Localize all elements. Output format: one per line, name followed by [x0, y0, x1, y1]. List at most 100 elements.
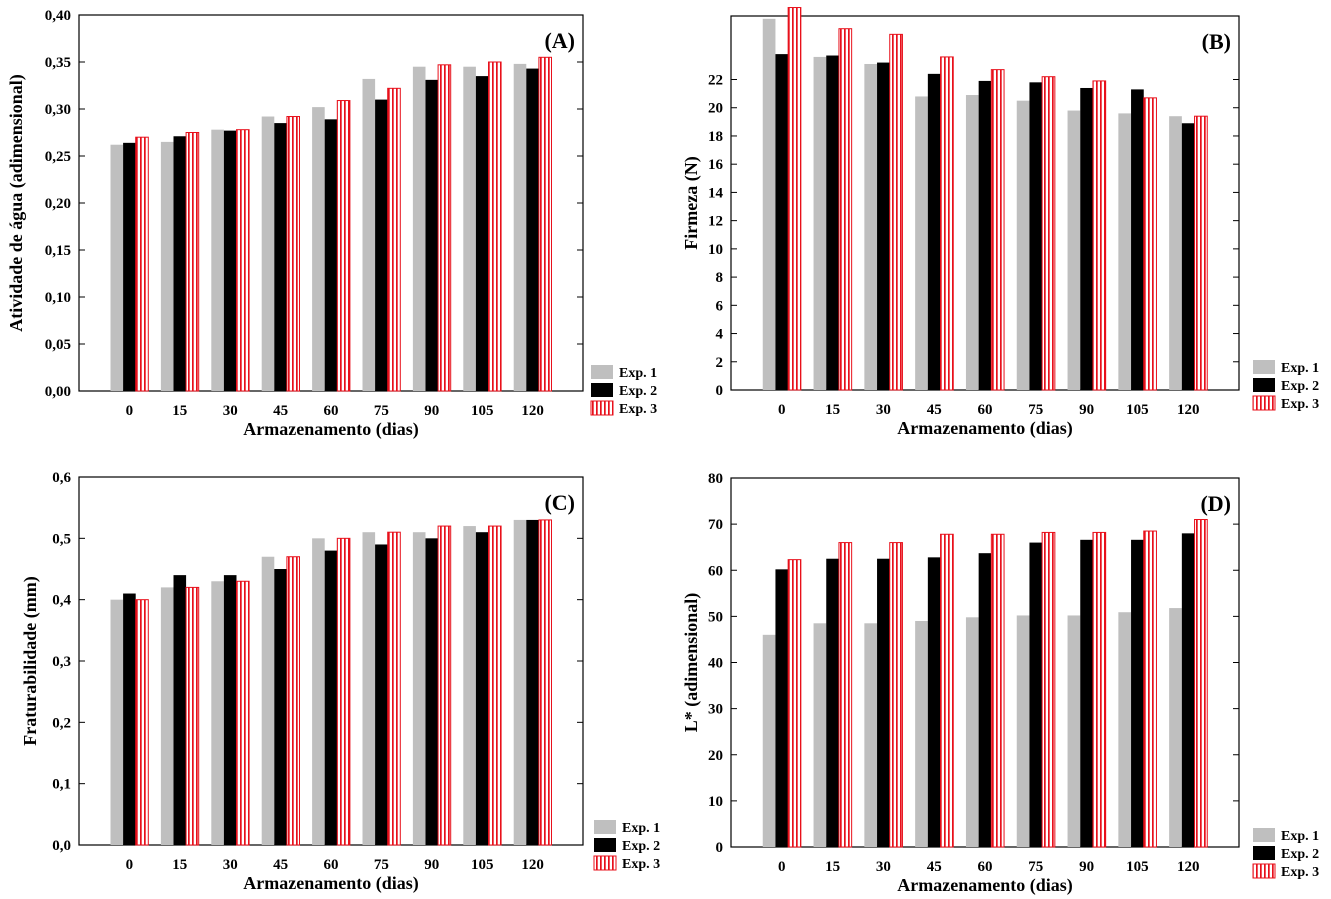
bar-exp3-day-15: [185, 586, 200, 846]
x-tick-label: 120: [1177, 402, 1200, 418]
bar-exp3-day-90: [437, 64, 452, 392]
bar-exp2-day-0: [775, 569, 789, 847]
y-tick-label: 50: [708, 609, 723, 625]
x-axis-label: Armazenamento (dias): [243, 419, 418, 440]
bar-exp3-day-0: [135, 599, 149, 846]
bar-exp2-day-105: [1131, 89, 1144, 390]
bar-exp1-day-45: [915, 620, 928, 847]
legend: Exp. 1 Exp. 2 Exp. 3: [593, 820, 660, 872]
panel-a: 0,00 0,05 0,10 0,15 0,20 0,25 0,30 0,35 0,40 0 15 3…: [6, 8, 657, 440]
panel-c: 0,0 0,1 0,2 0,3 0,4 0,5 0,6 0 15 30 45 60 75 90 105 120…: [20, 470, 660, 894]
bar-exp2-day-15: [173, 575, 187, 845]
legend-label-exp2: Exp. 2: [622, 839, 660, 854]
bar-exp2-day-120: [526, 519, 539, 845]
bar-exp2-day-105: [475, 76, 489, 391]
x-tick-label: 60: [978, 859, 993, 875]
y-tick-label: 14: [708, 185, 724, 201]
legend-label-exp3: Exp. 3: [619, 402, 657, 417]
bar-exp2-day-15: [826, 558, 839, 847]
bar-exp3-day-0: [787, 559, 802, 848]
x-tick-label: 90: [424, 857, 439, 873]
x-tick-label: 30: [223, 857, 238, 873]
bar-exp3-day-75: [1041, 76, 1056, 391]
bar-exp1-day-75: [1016, 100, 1030, 391]
bar-exp1-day-30: [211, 129, 224, 391]
bar-exp2-day-90: [425, 79, 439, 392]
panel-d: 0 10 20 30 40 50 60 70 80 0 15 30 45 60 75 90 105 120 Arma…: [681, 471, 1319, 896]
bar-exp2-day-60: [978, 553, 992, 847]
y-tick-label: 0,2: [52, 715, 71, 731]
panel-label: (D): [1200, 491, 1231, 516]
bar-exp3-day-15: [185, 132, 200, 392]
legend-swatch-exp1: [1253, 360, 1275, 374]
chart-panels: 0,000,050,100,150,200,250,300,350,400 15 3…: [6, 7, 1319, 896]
bar-exp3-day-120: [538, 56, 553, 392]
bar-exp1-day-60: [965, 95, 979, 390]
legend-swatch-exp2: [1253, 846, 1275, 860]
y-tick-label: 0,6: [52, 470, 71, 486]
bar-exp1-day-120: [1169, 608, 1182, 847]
bar-exp3-day-105: [488, 61, 502, 392]
bar-exp1-day-30: [211, 581, 224, 845]
x-tick-label: 90: [1079, 402, 1094, 418]
bar-exp1-day-0: [110, 144, 124, 391]
bar-exp3-day-45: [286, 116, 300, 392]
bar-exp3-day-60: [990, 533, 1005, 848]
x-tick-label: 0: [126, 857, 134, 873]
x-tick-label: 30: [876, 402, 891, 418]
bar-exp1-day-0: [110, 599, 124, 845]
bar-exp3-day-120: [538, 519, 553, 846]
bar-exp2-day-90: [425, 538, 439, 845]
y-tick-label: 0,35: [45, 55, 71, 71]
x-tick-label: 45: [927, 402, 942, 418]
legend-swatch-exp2: [594, 838, 616, 852]
bar-exp2-day-45: [927, 557, 941, 847]
y-tick-label: 4: [716, 327, 724, 343]
y-tick-label: 12: [708, 214, 723, 230]
bar-exp1-day-45: [261, 116, 275, 392]
x-tick-label: 60: [324, 403, 339, 419]
bar-exp1-day-30: [864, 623, 878, 847]
legend-swatch-exp2: [1253, 378, 1275, 392]
y-tick-label: 18: [708, 129, 723, 145]
legend-swatch-exp3: [1252, 395, 1276, 411]
legend-label-exp2: Exp. 2: [619, 384, 657, 399]
y-tick-label: 0,30: [45, 102, 71, 118]
y-tick-label: 0,20: [45, 196, 71, 212]
bar-exp3-day-75: [1041, 531, 1056, 848]
bar-exp2-day-60: [324, 550, 338, 845]
bar-exp2-day-90: [1080, 87, 1093, 390]
bar-exp3-day-60: [336, 100, 351, 392]
bar-exp3-day-60: [336, 537, 351, 846]
bar-exp3-day-15: [838, 28, 853, 391]
panel-label: (C): [544, 490, 575, 515]
x-tick-label: 75: [1028, 859, 1043, 875]
y-tick-label: 0,5: [52, 531, 71, 547]
x-tick-label: 0: [126, 403, 134, 419]
bar-exp3-day-90: [1092, 80, 1107, 391]
bar-exp2-day-60: [978, 80, 992, 391]
y-tick-label: 0,15: [45, 243, 71, 259]
bar-exp1-day-105: [1118, 113, 1132, 390]
legend-label-exp3: Exp. 3: [1281, 865, 1319, 880]
bar-exp3-day-60: [990, 69, 1005, 391]
legend-swatch-exp3: [593, 855, 617, 871]
y-axis-label: L* (adimensional): [681, 593, 702, 733]
x-axis-label: Armazenamento (dias): [897, 418, 1072, 439]
bar-exp2-day-105: [1131, 539, 1144, 847]
bar-exp1-day-60: [312, 107, 325, 392]
x-tick-label: 75: [1028, 402, 1043, 418]
bar-exp2-day-30: [877, 558, 890, 847]
bar-exp2-day-45: [274, 123, 287, 391]
x-tick-label: 30: [876, 859, 891, 875]
bar-exp3-day-30: [889, 33, 903, 391]
x-tick-label: 120: [521, 403, 544, 419]
y-tick-label: 0,3: [52, 654, 71, 670]
bar-exp2-day-75: [1029, 82, 1043, 390]
bar-exp2-day-30: [223, 575, 237, 845]
y-tick-label: 2: [716, 355, 724, 371]
legend: Exp. 1 Exp. 2 Exp. 3: [1252, 360, 1319, 412]
bar-exp3-day-0: [787, 7, 802, 391]
bar-exp1-day-105: [1118, 612, 1132, 847]
x-tick-label: 60: [324, 857, 339, 873]
